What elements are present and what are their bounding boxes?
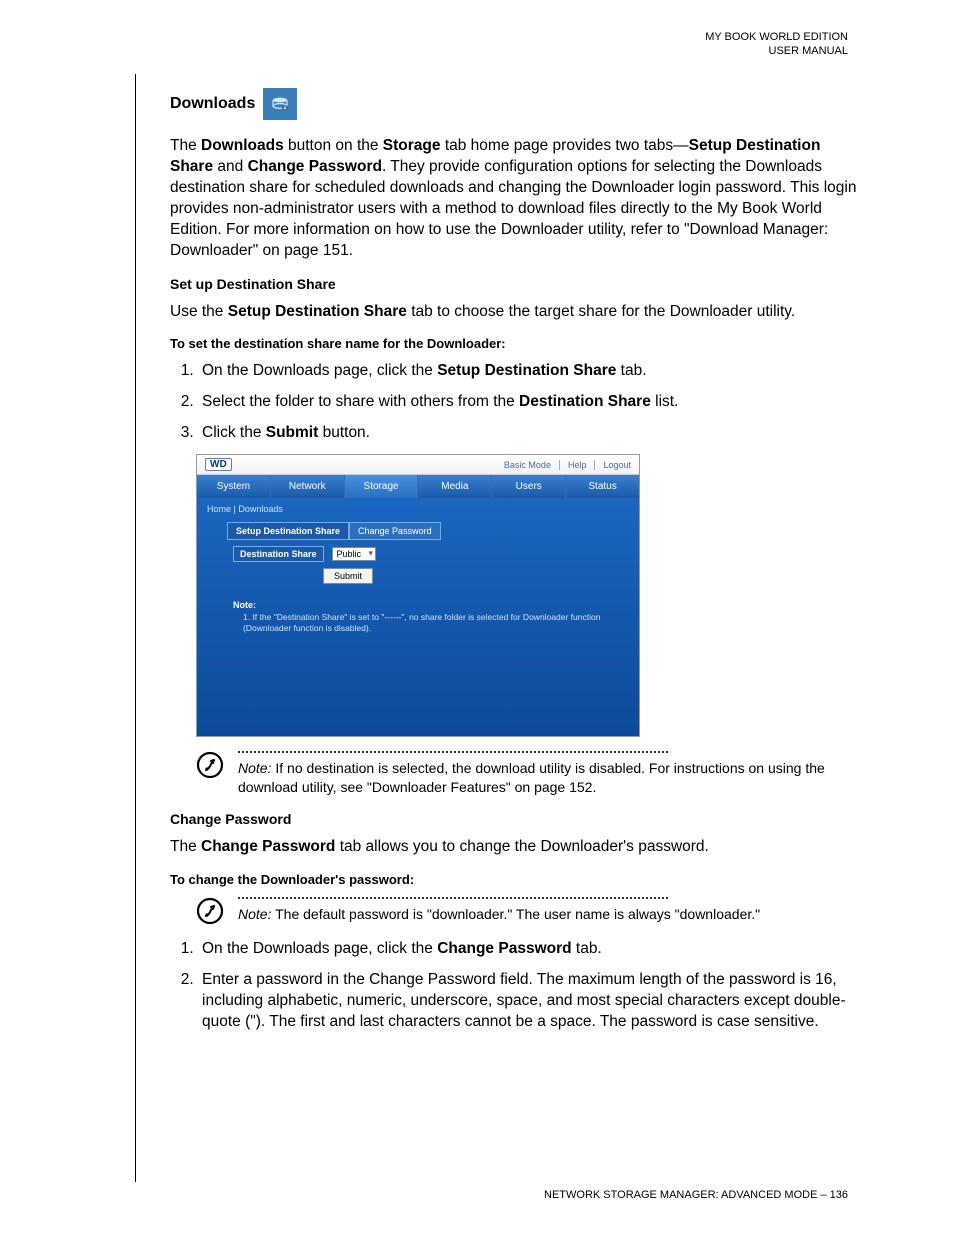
note-block-2: Note: The default password is "downloade… (196, 897, 858, 925)
list-item: Click the Submit button. (198, 423, 858, 444)
page-footer: NETWORK STORAGE MANAGER: ADVANCED MODE –… (544, 1189, 848, 1201)
setup-steps: On the Downloads page, click the Setup D… (170, 361, 858, 444)
section-title: Downloads (170, 95, 255, 113)
ss-tab-status[interactable]: Status (566, 475, 639, 498)
section-title-row: Downloads (170, 88, 858, 120)
ss-submit-button[interactable]: Submit (323, 568, 373, 584)
ss-tab-media[interactable]: Media (418, 475, 492, 498)
ss-link-help[interactable]: Help (559, 460, 587, 470)
list-item: On the Downloads page, click the Change … (198, 939, 858, 960)
header-line2: USER MANUAL (705, 44, 848, 58)
ss-dest-select[interactable]: Public (332, 547, 377, 561)
ss-link-basic[interactable]: Basic Mode (504, 460, 551, 470)
note2-text: Note: The default password is "downloade… (238, 905, 858, 924)
cp-steps: On the Downloads page, click the Change … (170, 939, 858, 1033)
ss-subtab-cp[interactable]: Change Password (349, 522, 441, 540)
ss-tab-users[interactable]: Users (492, 475, 566, 498)
ss-link-logout[interactable]: Logout (594, 460, 631, 470)
ss-body: Home | Downloads Setup Destination Share… (197, 498, 639, 736)
ss-breadcrumb: Home | Downloads (207, 504, 629, 514)
ss-dest-row: Destination Share Public (233, 546, 607, 562)
dotted-rule (238, 897, 668, 899)
header-line1: MY BOOK WORLD EDITION (705, 30, 848, 44)
ss-dest-label: Destination Share (233, 546, 324, 562)
ss-tab-network[interactable]: Network (271, 475, 345, 498)
ss-panel: Setup Destination Share Change Password … (227, 522, 607, 634)
setup-heading: Set up Destination Share (170, 276, 858, 292)
note-icon (196, 897, 224, 925)
ss-main-tabs: SystemNetworkStorageMediaUsersStatus (197, 475, 639, 498)
list-item: Enter a password in the Change Password … (198, 970, 858, 1033)
note-block-1: Note: If no destination is selected, the… (196, 751, 858, 797)
content-area: Downloads The Downloads button on the St… (170, 88, 858, 1043)
downloads-icon (263, 88, 297, 120)
dotted-rule (238, 751, 668, 753)
ss-subtabs: Setup Destination Share Change Password (227, 522, 607, 540)
cp-paragraph: The Change Password tab allows you to ch… (170, 837, 858, 858)
embedded-screenshot: WD Basic Mode Help Logout SystemNetworkS… (196, 454, 640, 737)
ss-topbar: WD Basic Mode Help Logout (197, 455, 639, 475)
ss-tab-storage[interactable]: Storage (345, 475, 419, 498)
page-header: MY BOOK WORLD EDITION USER MANUAL (705, 30, 848, 59)
ss-tab-system[interactable]: System (197, 475, 271, 498)
note-icon (196, 751, 224, 779)
ss-note-heading: Note: (233, 600, 607, 610)
note1-text: Note: If no destination is selected, the… (238, 759, 858, 797)
setup-paragraph: Use the Setup Destination Share tab to c… (170, 302, 858, 323)
ss-subtab-setup[interactable]: Setup Destination Share (227, 522, 349, 540)
cp-heading: Change Password (170, 811, 858, 827)
list-item: Select the folder to share with others f… (198, 392, 858, 413)
intro-paragraph: The Downloads button on the Storage tab … (170, 136, 858, 262)
setup-proc-heading: To set the destination share name for th… (170, 336, 858, 351)
vertical-rule (135, 74, 136, 1182)
list-item: On the Downloads page, click the Setup D… (198, 361, 858, 382)
ss-note-text: 1. If the "Destination Share" is set to … (243, 612, 607, 634)
ss-top-links: Basic Mode Help Logout (504, 460, 631, 470)
wd-logo: WD (205, 458, 232, 471)
cp-proc-heading: To change the Downloader's password: (170, 872, 858, 887)
